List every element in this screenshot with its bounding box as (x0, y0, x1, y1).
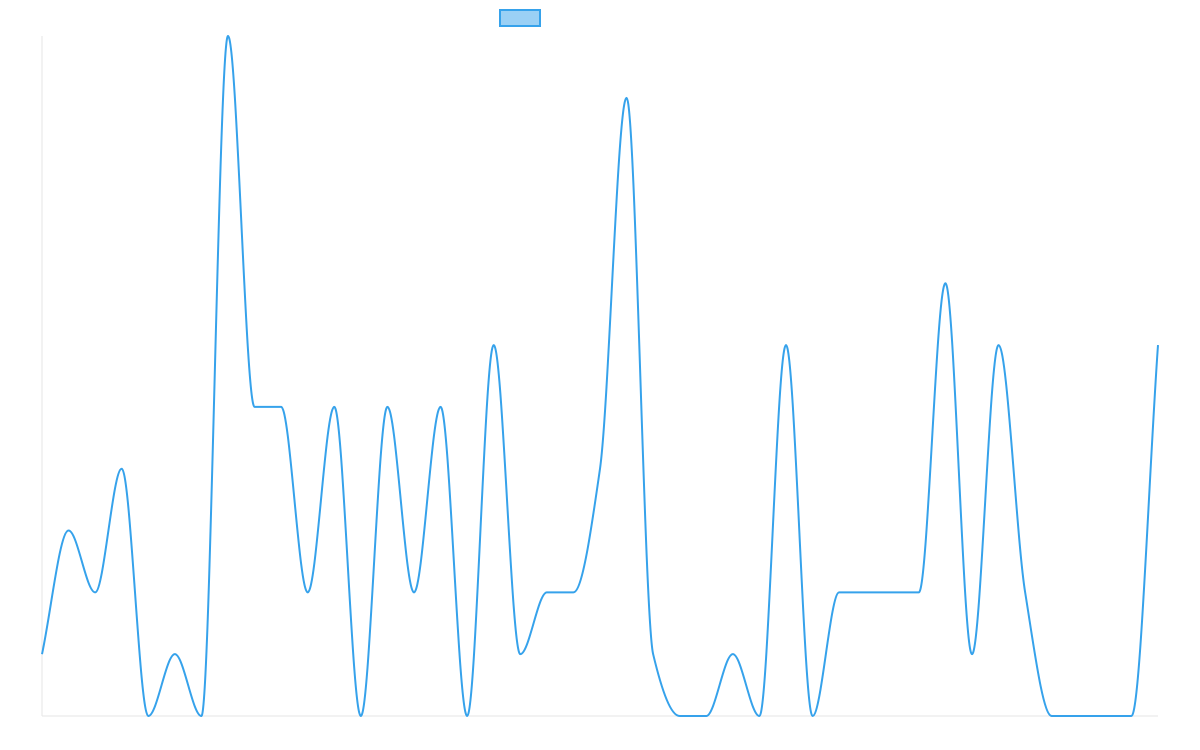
data-point-37[interactable] (1022, 589, 1028, 595)
data-point-17[interactable] (491, 342, 497, 348)
data-point-24[interactable] (677, 713, 683, 719)
data-point-13[interactable] (384, 404, 390, 410)
data-point-31[interactable] (863, 589, 869, 595)
data-point-40[interactable] (1102, 713, 1108, 719)
data-point-8[interactable] (252, 404, 258, 410)
data-point-7[interactable] (225, 33, 231, 39)
data-point-36[interactable] (996, 342, 1002, 348)
data-point-18[interactable] (517, 651, 523, 657)
data-point-3[interactable] (119, 466, 125, 472)
data-point-33[interactable] (916, 589, 922, 595)
data-point-2[interactable] (92, 589, 98, 595)
data-point-39[interactable] (1075, 713, 1081, 719)
data-point-42[interactable] (1155, 342, 1161, 348)
legend-swatch[interactable] (499, 9, 541, 27)
data-point-25[interactable] (703, 713, 709, 719)
data-point-29[interactable] (810, 713, 816, 719)
data-point-19[interactable] (544, 589, 550, 595)
data-point-38[interactable] (1049, 713, 1055, 719)
data-point-15[interactable] (438, 404, 444, 410)
data-point-9[interactable] (278, 404, 284, 410)
data-point-1[interactable] (66, 528, 72, 534)
data-point-34[interactable] (942, 280, 948, 286)
data-point-41[interactable] (1128, 713, 1134, 719)
data-point-11[interactable] (331, 404, 337, 410)
legend[interactable] (499, 9, 541, 27)
data-point-6[interactable] (198, 713, 204, 719)
data-point-10[interactable] (305, 589, 311, 595)
series-line (41, 35, 1159, 717)
data-point-22[interactable] (624, 95, 630, 101)
data-point-23[interactable] (650, 651, 656, 657)
data-point-5[interactable] (172, 651, 178, 657)
data-point-27[interactable] (756, 713, 762, 719)
data-point-21[interactable] (597, 466, 603, 472)
data-point-4[interactable] (145, 713, 151, 719)
data-point-0[interactable] (39, 651, 45, 657)
data-point-32[interactable] (889, 589, 895, 595)
data-point-20[interactable] (570, 589, 576, 595)
data-point-30[interactable] (836, 589, 842, 595)
data-point-14[interactable] (411, 589, 417, 595)
data-point-35[interactable] (969, 651, 975, 657)
data-point-28[interactable] (783, 342, 789, 348)
data-point-12[interactable] (358, 713, 364, 719)
data-point-16[interactable] (464, 713, 470, 719)
data-point-26[interactable] (730, 651, 736, 657)
